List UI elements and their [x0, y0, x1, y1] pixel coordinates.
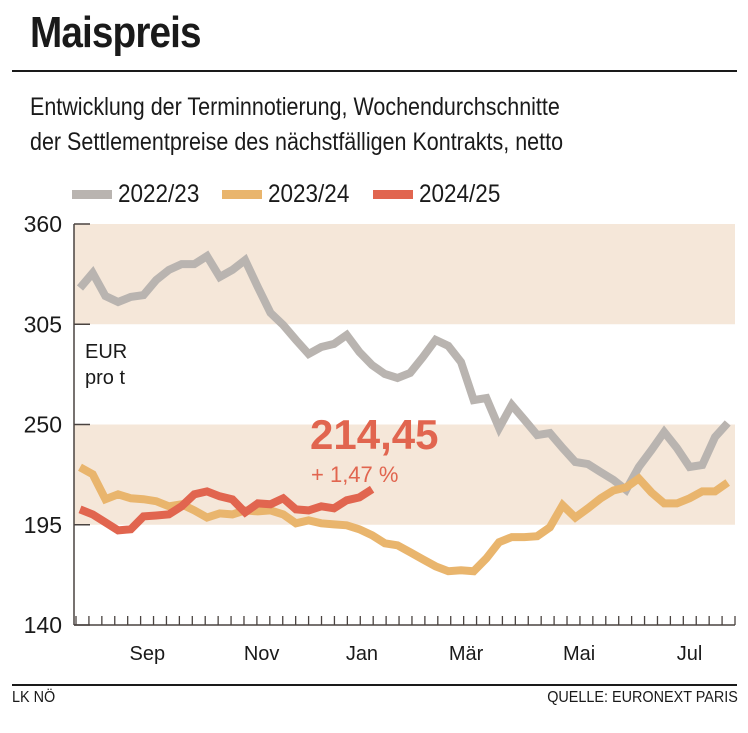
legend-item-2023-24: 2023/24: [222, 180, 358, 209]
title-divider: [12, 70, 737, 72]
shaded-band: [74, 224, 735, 325]
legend-swatch: [372, 190, 413, 199]
x-tick-label: Jul: [677, 643, 703, 665]
y-tick-label: 305: [24, 311, 62, 337]
y-tick-label: 195: [24, 512, 62, 538]
change-annotation: + 1,47 %: [311, 462, 398, 487]
y-tick-label: 250: [24, 412, 62, 438]
last-value-annotation: 214,45: [310, 411, 438, 458]
legend-item-2022-23: 2022/23: [72, 180, 208, 209]
y-tick-label: 360: [24, 211, 62, 237]
x-tick-label: Mai: [563, 643, 595, 665]
chart-subtitle: Entwicklung der Terminnotierung, Wochend…: [30, 90, 563, 160]
x-tick-label: Nov: [244, 643, 280, 665]
x-tick-label: Sep: [130, 643, 166, 665]
subtitle-line-1: Entwicklung der Terminnotierung, Wochend…: [30, 93, 560, 121]
footer-divider: [12, 684, 737, 686]
source-label: QUELLE: EURONEXT PARIS: [547, 689, 738, 706]
legend-label: 2024/25: [418, 180, 501, 208]
x-tick-label: Mär: [449, 643, 484, 665]
chart-legend: 2022/23 2023/24 2024/25: [72, 180, 523, 209]
y-axis-unit-label: EUR: [85, 341, 127, 363]
series-line-2024-25: [78, 485, 375, 535]
y-tick-label: 140: [24, 612, 62, 638]
series-line-2023-24: [78, 463, 730, 576]
legend-swatch: [72, 190, 112, 199]
chart-title: Maispreis: [30, 8, 202, 57]
x-tick-label: Jan: [346, 643, 378, 665]
legend-label: 2022/23: [118, 180, 200, 208]
subtitle-line-2: der Settlementpreise des nächstfälligen …: [30, 128, 564, 156]
legend-swatch: [222, 190, 263, 199]
y-axis-unit-label: pro t: [85, 367, 125, 389]
legend-label: 2023/24: [268, 180, 350, 208]
legend-item-2024-25: 2024/25: [372, 180, 509, 209]
credit-label: LK NÖ: [12, 689, 56, 706]
